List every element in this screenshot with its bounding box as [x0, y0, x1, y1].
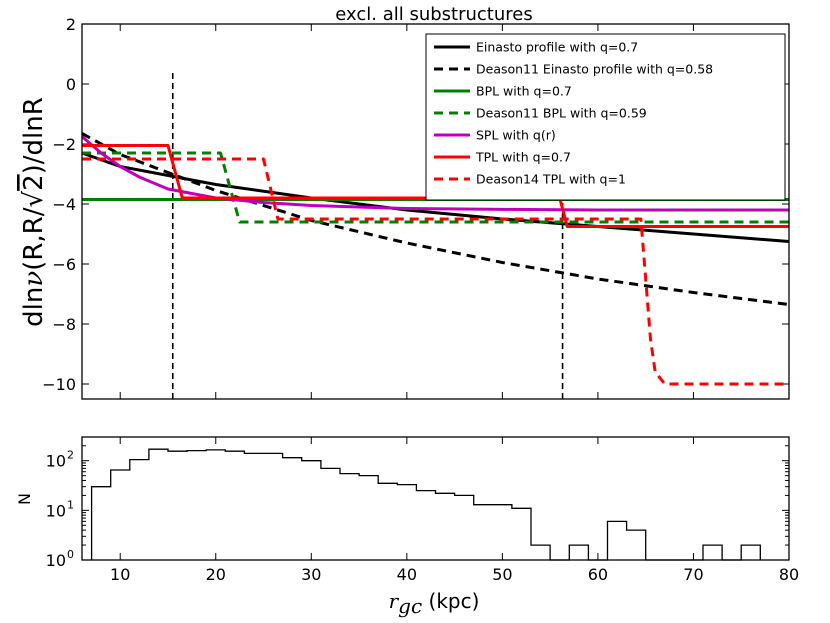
histogram-bin — [283, 458, 302, 560]
histogram-bin — [455, 495, 474, 560]
histogram-bin — [397, 485, 416, 560]
series-line-spl-with-q-r — [81, 135, 789, 212]
histogram-bin — [531, 545, 550, 560]
top-y-tick-label: −4 — [52, 195, 76, 214]
bottom-y-tick-exponent: 0 — [67, 548, 74, 561]
bottom-x-tick-label: 40 — [397, 565, 417, 584]
top-y-tick-label: −10 — [42, 375, 76, 394]
histogram-bin — [206, 450, 225, 560]
histogram-bin — [168, 451, 187, 560]
histogram-bins — [92, 449, 761, 560]
legend-label-deason14-tpl-with-q-1: Deason14 TPL with q=1 — [476, 172, 626, 187]
top-y-tick-label: 2 — [66, 15, 76, 34]
histogram-bin — [302, 461, 321, 560]
histogram-bin — [416, 491, 435, 560]
histogram-bin — [130, 460, 149, 560]
series-line-deason11-einasto-profile-with-q-0-58 — [81, 132, 790, 306]
series-line-deason14-tpl-with-q-1 — [82, 157, 789, 386]
series-line-tpl-with-q-0-7 — [82, 144, 789, 228]
histogram-bin — [187, 451, 206, 560]
bottom-x-axis-label: rgc (kpc) — [389, 589, 480, 618]
histogram-bin — [225, 451, 244, 560]
bottom-y-tick-exponent: 2 — [67, 449, 74, 462]
legend-items: Einasto profile with q=0.7 Deason11 Einas… — [434, 40, 713, 187]
legend-label-deason11-bpl-with-q-0-59: Deason11 BPL with q=0.59 — [476, 106, 647, 121]
series-line-einasto-profile-with-q-0-7 — [81, 151, 790, 243]
histogram-bin — [569, 545, 588, 560]
legend-label-bpl-with-q-0-7: BPL with q=0.7 — [476, 84, 572, 99]
top-y-tick-label: −8 — [52, 315, 76, 334]
top-y-tick-label: −6 — [52, 255, 76, 274]
histogram-bin — [321, 468, 340, 560]
top-y-tick-label: −2 — [52, 135, 76, 154]
bottom-plot-frame — [81, 436, 790, 561]
histogram-bin — [92, 487, 111, 560]
histogram-bin — [493, 505, 512, 560]
histogram-bin — [436, 493, 455, 560]
bottom-y-tick-label: 10 — [46, 501, 66, 520]
histogram-bin — [474, 505, 493, 560]
legend-label-spl-with-q-r: SPL with q(r) — [476, 128, 556, 143]
legend-label-tpl-with-q-0-7: TPL with q=0.7 — [475, 150, 571, 165]
histogram-bin — [149, 449, 168, 560]
top-y-tick-label: 0 — [66, 75, 76, 94]
histogram-bin — [378, 483, 397, 560]
legend-frame — [425, 33, 786, 201]
histogram-bin — [359, 476, 378, 560]
top-series — [81, 132, 790, 386]
bottom-y-axis-label: N — [15, 493, 34, 505]
top-panel: excl. all substructures 2 0 −2 −4 −6 −8 −10 dl… — [19, 4, 790, 400]
histogram-step-line — [90, 448, 761, 561]
legend-label-einasto-profile-with-q-0-7: Einasto profile with q=0.7 — [476, 40, 638, 55]
bottom-y-tick-label: 10 — [46, 551, 66, 570]
histogram-bin — [111, 470, 130, 560]
top-y-axis-label: dlnν(R,R/√2)/dlnR — [19, 97, 49, 327]
histogram-bin — [512, 508, 531, 560]
chart-title: excl. all substructures — [335, 4, 532, 25]
bottom-y-tick-exponent: 1 — [67, 498, 74, 511]
bottom-y-tick-label: 10 — [46, 452, 66, 471]
series-line-deason11-bpl-with-q-0-59 — [82, 151, 789, 224]
legend-label-deason11-einasto-profile-with-q-0-58: Deason11 Einasto profile with q=0.58 — [476, 62, 713, 77]
top-y-ticks: 2 0 −2 −4 −6 −8 −10 — [42, 15, 789, 394]
histogram-bin — [264, 453, 283, 560]
bottom-x-ticks: 10 20 30 40 50 60 70 80 — [110, 437, 799, 584]
histogram-bin — [244, 453, 263, 560]
histogram-bin — [340, 474, 359, 560]
bottom-x-tick-label: 30 — [301, 565, 321, 584]
histogram-bin — [627, 530, 646, 560]
histogram-bin — [607, 521, 626, 560]
bottom-x-tick-label: 70 — [683, 565, 703, 584]
histogram-bin — [741, 545, 760, 560]
bottom-x-tick-label: 80 — [779, 565, 799, 584]
bottom-x-tick-label: 50 — [492, 565, 512, 584]
bottom-x-tick-label: 60 — [588, 565, 608, 584]
bottom-x-tick-label: 10 — [110, 565, 130, 584]
top-plot-frame — [81, 23, 790, 400]
legend: Einasto profile with q=0.7 Deason11 Einas… — [425, 33, 786, 201]
histogram-bin — [703, 545, 722, 560]
bottom-x-tick-label: 20 — [206, 565, 226, 584]
